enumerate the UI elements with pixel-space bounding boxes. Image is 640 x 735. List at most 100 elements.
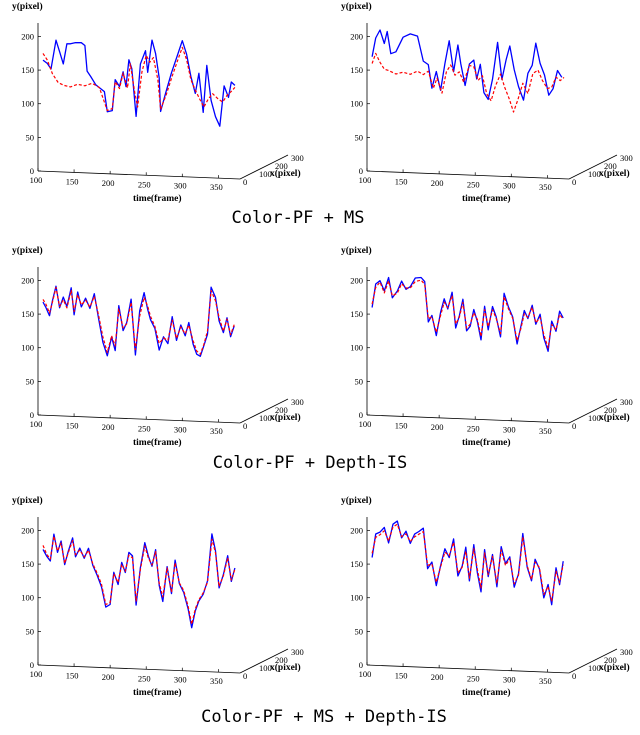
time-tick-label-r1c1-3: 250: [138, 179, 151, 189]
y-tick-label-r3c1-3: 150: [21, 559, 34, 569]
time-axis-label-r1c2: time(frame): [462, 193, 511, 204]
y-tick-label-r1c1-1: 50: [26, 132, 35, 142]
depth-axis-line-r3c2: [568, 648, 618, 674]
y-axis-label-r2c2: y(pixel): [341, 245, 372, 256]
depth-tick-label-r2c2-0: 0: [572, 421, 576, 431]
time-tick-label-r2c1-1: 150: [66, 420, 79, 430]
time-tick-label-r3c2-2: 200: [431, 672, 444, 682]
time-tick-label-r2c2-1: 150: [395, 420, 408, 430]
y-tick-label-r2c2-1: 50: [355, 376, 364, 386]
depth-tick-label-r2c2-1: 100: [588, 413, 601, 423]
red-dashed-trajectory-r2c1: [42, 286, 235, 355]
y-tick-label-r2c1-2: 100: [21, 343, 34, 353]
y-tick-label-r3c2-2: 100: [350, 593, 363, 603]
time-tick-label-r3c1-5: 350: [210, 676, 223, 686]
depth-tick-label-r2c1-3: 300: [291, 397, 304, 407]
time-tick-label-r2c2-3: 250: [467, 423, 480, 433]
depth-axis-line-r1c1: [239, 154, 289, 180]
y-axis-label-r3c2: y(pixel): [341, 495, 372, 506]
depth-axis-label-r2c1: x(pixel): [270, 412, 301, 423]
y-tick-label-r1c2-4: 200: [350, 31, 363, 41]
y-tick-label-r1c1-4: 200: [21, 31, 34, 41]
time-tick-label-r2c1-3: 250: [138, 423, 151, 433]
depth-axis-label-r1c1: x(pixel): [270, 168, 301, 179]
depth-axis-label-r1c2: x(pixel): [599, 168, 630, 179]
time-tick-label-r2c2-0: 100: [359, 419, 372, 429]
depth-tick-label-r1c2-2: 200: [604, 161, 617, 171]
time-tick-label-r2c2-4: 300: [503, 425, 516, 435]
time-tick-label-r1c1-5: 350: [210, 182, 223, 192]
time-tick-label-r2c1-0: 100: [30, 419, 43, 429]
time-axis-line-r1c2: [366, 170, 570, 180]
time-tick-label-r2c1-2: 200: [102, 422, 115, 432]
y-tick-label-r1c2-3: 150: [350, 65, 363, 75]
time-tick-label-r3c2-4: 300: [503, 675, 516, 685]
y-tick-label-r2c1-0: 0: [30, 410, 34, 420]
depth-axis-label-r2c2: x(pixel): [599, 412, 630, 423]
y-tick-label-r2c1-4: 200: [21, 275, 34, 285]
time-tick-label-r1c1-1: 150: [66, 176, 79, 186]
y-tick-label-r3c1-0: 0: [30, 660, 34, 670]
time-tick-label-r3c1-3: 250: [138, 673, 151, 683]
y-tick-label-r1c2-2: 100: [350, 99, 363, 109]
blue-solid-trajectory-r1c2: [371, 29, 563, 101]
time-tick-label-r3c2-3: 250: [467, 673, 480, 683]
depth-axis-line-r3c1: [239, 648, 289, 674]
depth-tick-label-r2c1-2: 200: [275, 405, 288, 415]
depth-tick-label-r3c2-2: 200: [604, 655, 617, 665]
depth-axis-line-r1c2: [568, 154, 618, 180]
y-tick-label-r1c1-3: 150: [21, 65, 34, 75]
depth-tick-label-r3c2-0: 0: [572, 671, 576, 681]
depth-tick-label-r3c1-3: 300: [291, 647, 304, 657]
depth-tick-label-r1c2-0: 0: [572, 177, 576, 187]
red-dashed-trajectory-r1c1: [42, 46, 236, 112]
y-tick-label-r3c2-0: 0: [359, 660, 363, 670]
depth-axis-label-r3c1: x(pixel): [270, 662, 301, 673]
red-dashed-trajectory-r3c2: [371, 523, 564, 603]
depth-tick-label-r2c2-3: 300: [620, 397, 633, 407]
blue-solid-trajectory-r1c1: [42, 39, 236, 127]
caption-color-pf-depth-is: Color-PF + Depth-IS: [213, 453, 407, 473]
time-tick-label-r1c1-4: 300: [174, 181, 187, 191]
red-dashed-trajectory-r1c2: [371, 52, 565, 113]
y-tick-label-r1c1-2: 100: [21, 99, 34, 109]
y-axis-label-r3c1: y(pixel): [12, 495, 43, 506]
y-axis-label-r2c1: y(pixel): [12, 245, 43, 256]
caption-color-pf-ms-depth-is: Color-PF + MS + Depth-IS: [201, 707, 447, 727]
depth-axis-label-r3c2: x(pixel): [599, 662, 630, 673]
time-tick-label-r1c2-0: 100: [359, 175, 372, 185]
time-axis-line-r2c1: [37, 414, 241, 424]
time-axis-line-r1c1: [37, 170, 241, 180]
blue-solid-trajectory-r3c2: [371, 520, 564, 606]
time-axis-label-r2c2: time(frame): [462, 437, 511, 448]
depth-tick-label-r2c1-1: 100: [259, 413, 272, 423]
time-tick-label-r1c1-2: 200: [102, 178, 115, 188]
time-tick-label-r1c2-3: 250: [467, 179, 480, 189]
y-tick-label-r3c2-4: 200: [350, 525, 363, 535]
depth-axis-line-r2c2: [568, 398, 618, 424]
y-tick-label-r3c1-4: 200: [21, 525, 34, 535]
y-tick-label-r3c1-2: 100: [21, 593, 34, 603]
y-tick-label-r2c2-3: 150: [350, 309, 363, 319]
y-tick-label-r3c2-1: 50: [355, 626, 364, 636]
depth-tick-label-r3c1-1: 100: [259, 663, 272, 673]
time-axis-label-r3c1: time(frame): [133, 687, 182, 698]
y-tick-label-r1c1-0: 0: [30, 166, 34, 176]
time-axis-label-r3c2: time(frame): [462, 687, 511, 698]
y-tick-label-r2c2-2: 100: [350, 343, 363, 353]
depth-tick-label-r1c2-1: 100: [588, 169, 601, 179]
y-tick-label-r1c2-1: 50: [355, 132, 364, 142]
depth-tick-label-r1c1-2: 200: [275, 161, 288, 171]
depth-tick-label-r3c2-1: 100: [588, 663, 601, 673]
y-axis-label-r1c1: y(pixel): [12, 1, 43, 12]
depth-tick-label-r3c1-2: 200: [275, 655, 288, 665]
time-tick-label-r3c1-0: 100: [30, 669, 43, 679]
y-tick-label-r3c2-3: 150: [350, 559, 363, 569]
depth-tick-label-r3c1-0: 0: [243, 671, 247, 681]
depth-axis-line-r2c1: [239, 398, 289, 424]
